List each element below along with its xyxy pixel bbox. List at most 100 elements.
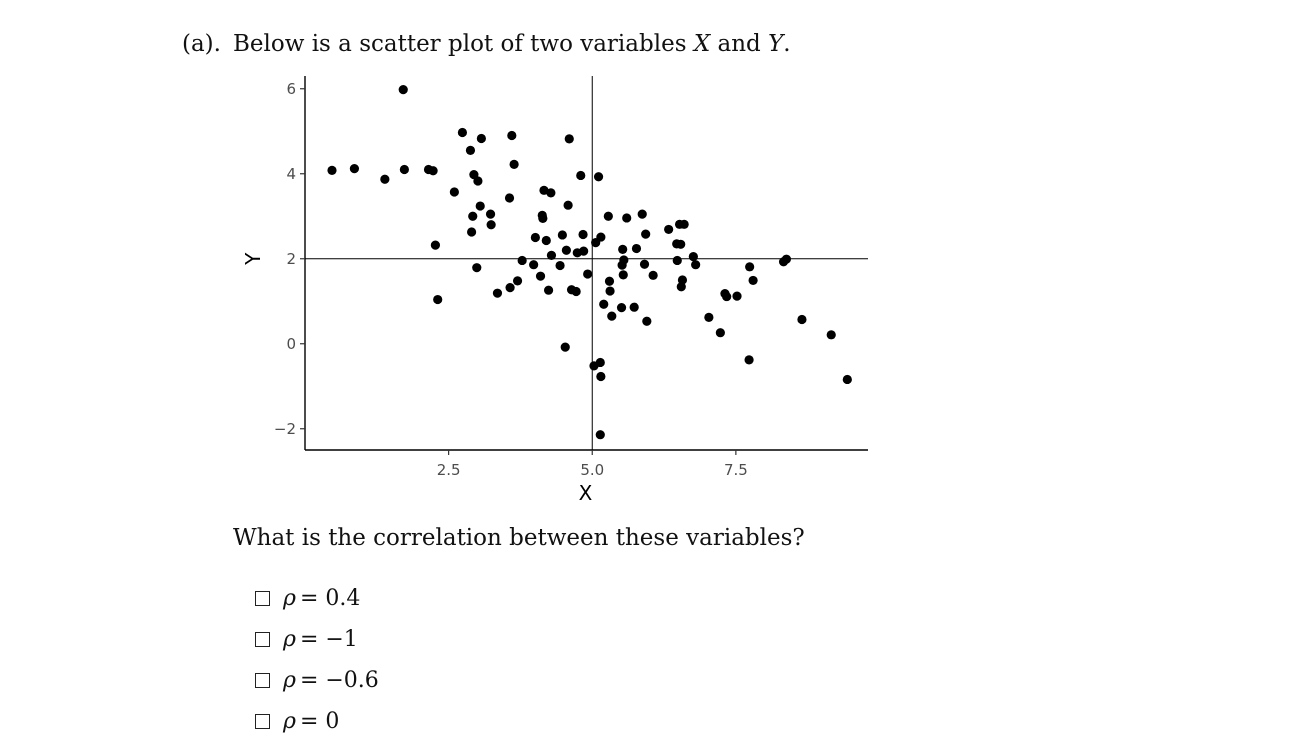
data-point (732, 291, 742, 301)
option-value: = −1 (299, 627, 358, 652)
data-point (605, 286, 615, 296)
data-point (704, 312, 714, 322)
data-point (538, 213, 548, 223)
problem-header: (a). Below is a scatter plot of two varia… (182, 31, 791, 57)
option-value: = 0.4 (299, 586, 361, 611)
data-point (629, 302, 639, 312)
data-point (578, 229, 588, 240)
data-point (676, 239, 686, 249)
part-label: (a). (182, 31, 221, 57)
data-point (486, 220, 496, 230)
data-point (433, 294, 443, 305)
data-point (676, 282, 686, 292)
checkbox[interactable] (255, 673, 270, 688)
y-tick-label: −2 (274, 420, 296, 438)
data-point (607, 311, 617, 321)
data-point (543, 285, 554, 295)
x-axis-title: X (579, 481, 593, 505)
data-point (571, 286, 581, 297)
data-point (664, 224, 674, 235)
option-2[interactable]: ρ = −1 (255, 619, 379, 660)
data-point (476, 133, 486, 144)
data-point (619, 255, 629, 265)
data-point (473, 176, 483, 186)
data-point (517, 255, 527, 266)
data-point (599, 299, 609, 309)
data-point (564, 134, 574, 144)
data-point (842, 374, 852, 385)
data-point (509, 159, 519, 169)
data-point (555, 260, 565, 271)
data-point (398, 85, 408, 95)
data-point (327, 165, 337, 175)
answer-options: ρ = 0.4 ρ = −1 ρ = −0.6 ρ = 0 (255, 578, 379, 742)
option-value: = −0.6 (299, 668, 379, 693)
data-point (529, 260, 539, 270)
data-point (579, 246, 589, 256)
data-point (399, 164, 409, 175)
data-point (677, 275, 688, 285)
data-point (616, 303, 627, 313)
data-point (539, 185, 549, 195)
data-point (449, 187, 459, 197)
data-point (593, 172, 604, 182)
data-point (504, 193, 515, 203)
data-point (465, 145, 476, 155)
data-point (563, 200, 573, 210)
data-point (576, 170, 586, 181)
data-point (472, 263, 482, 273)
data-point (546, 188, 556, 198)
option-value: = 0 (299, 709, 340, 734)
data-point (561, 245, 571, 255)
scatter-plot: 2.5 5.0 7.5 −2 0 2 4 6 X Y (241, 76, 868, 505)
checkbox[interactable] (255, 714, 270, 729)
data-point (618, 244, 628, 254)
data-point (535, 271, 546, 281)
data-point (595, 357, 605, 368)
header-and: and (717, 31, 761, 57)
y-tick-label: 6 (286, 80, 296, 98)
rho-symbol: ρ (283, 627, 296, 652)
x-tick-label: 5.0 (580, 461, 604, 479)
rho-symbol: ρ (283, 586, 296, 611)
data-point (748, 275, 758, 286)
data-point (457, 127, 468, 138)
option-1[interactable]: ρ = 0.4 (255, 578, 379, 619)
data-point (688, 252, 698, 262)
x-tick-label: 7.5 (724, 461, 748, 479)
data-point (637, 209, 647, 219)
checkbox[interactable] (255, 591, 270, 606)
header-period: . (783, 31, 791, 57)
data-point (468, 211, 478, 221)
checkbox[interactable] (255, 632, 270, 647)
data-point (715, 328, 725, 338)
data-point (618, 270, 628, 280)
y-axis-title: Y (241, 252, 265, 266)
option-4[interactable]: ρ = 0 (255, 701, 379, 742)
data-point (648, 270, 658, 280)
data-point (596, 371, 606, 382)
data-point (492, 288, 503, 298)
question-text: What is the correlation between these va… (233, 525, 805, 551)
var-y: Y (768, 31, 784, 57)
data-point (604, 276, 615, 286)
data-point (722, 291, 732, 302)
data-point (485, 209, 496, 219)
y-tick-label: 2 (286, 250, 296, 268)
rho-symbol: ρ (283, 668, 296, 693)
data-point (583, 269, 593, 279)
data-point (541, 235, 551, 246)
data-point (744, 355, 754, 365)
data-point (530, 232, 540, 243)
data-point (560, 342, 570, 352)
data-point (428, 166, 438, 176)
data-point (507, 130, 517, 141)
data-point (380, 174, 390, 184)
data-point (781, 254, 792, 264)
data-point (430, 240, 441, 250)
data-point (505, 283, 515, 293)
data-point (642, 316, 652, 326)
option-3[interactable]: ρ = −0.6 (255, 660, 379, 701)
data-point (639, 259, 650, 269)
data-point (641, 229, 651, 239)
